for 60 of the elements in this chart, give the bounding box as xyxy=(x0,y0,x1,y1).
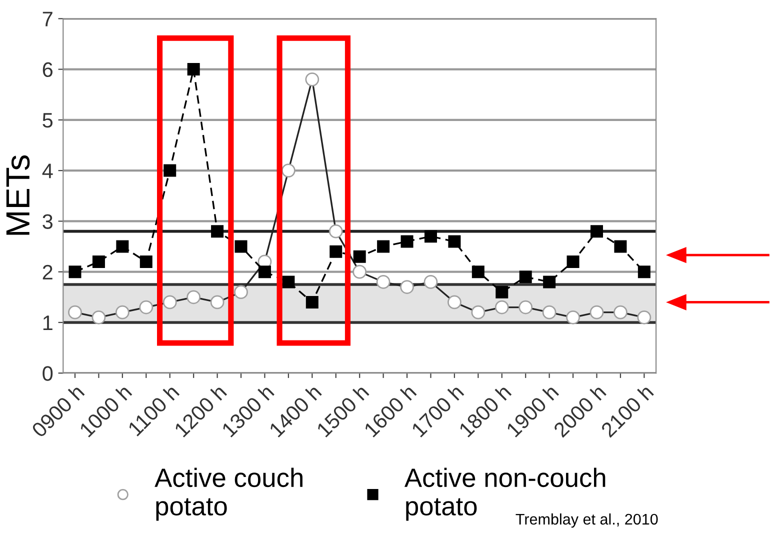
point xyxy=(234,240,248,253)
point xyxy=(424,275,438,289)
point xyxy=(282,276,295,288)
point xyxy=(258,266,271,278)
point xyxy=(472,266,484,278)
point xyxy=(376,275,390,289)
point xyxy=(566,255,580,268)
point xyxy=(68,305,82,320)
point xyxy=(330,245,342,258)
point xyxy=(448,235,461,248)
y-tick-label: 0 xyxy=(42,366,53,381)
point xyxy=(448,295,462,310)
point xyxy=(210,295,224,310)
point xyxy=(139,300,154,314)
point xyxy=(187,63,200,76)
point xyxy=(496,286,508,298)
text: Tremblay et al., 2010 xyxy=(516,513,658,528)
point xyxy=(518,300,533,314)
point xyxy=(328,224,343,238)
point xyxy=(234,285,248,300)
y-tick-label: 1 xyxy=(43,316,52,330)
y-tick-label: 4 xyxy=(42,164,53,178)
point xyxy=(400,235,414,248)
point xyxy=(164,164,176,177)
point xyxy=(590,225,603,238)
y-tick-label: 7 xyxy=(42,12,52,26)
point xyxy=(471,305,486,320)
point xyxy=(281,164,296,178)
y-tick-label: 2 xyxy=(42,264,52,280)
point xyxy=(353,250,366,263)
legend-label: Active couch potato xyxy=(154,468,302,521)
point xyxy=(186,290,201,304)
y-tick-label: 6 xyxy=(42,62,53,78)
point xyxy=(115,305,130,320)
point xyxy=(211,225,224,238)
point xyxy=(519,270,532,284)
point xyxy=(306,296,318,308)
y-tick-label: 5 xyxy=(42,113,53,128)
point xyxy=(614,240,627,253)
point xyxy=(92,310,106,324)
point xyxy=(305,72,320,86)
point xyxy=(162,295,177,310)
point xyxy=(92,255,105,268)
point xyxy=(543,276,556,288)
y-axis-title: METs xyxy=(6,155,30,235)
point xyxy=(542,305,556,320)
point xyxy=(638,266,650,278)
y-tick-label: 3 xyxy=(42,214,53,229)
point xyxy=(637,310,652,324)
point xyxy=(494,300,509,314)
point xyxy=(377,240,390,253)
point xyxy=(424,230,437,243)
point xyxy=(400,280,414,294)
point xyxy=(352,264,367,279)
point xyxy=(68,266,82,278)
point xyxy=(566,310,580,324)
point xyxy=(140,255,152,268)
point xyxy=(614,305,628,320)
point xyxy=(116,240,129,253)
point xyxy=(590,305,604,320)
